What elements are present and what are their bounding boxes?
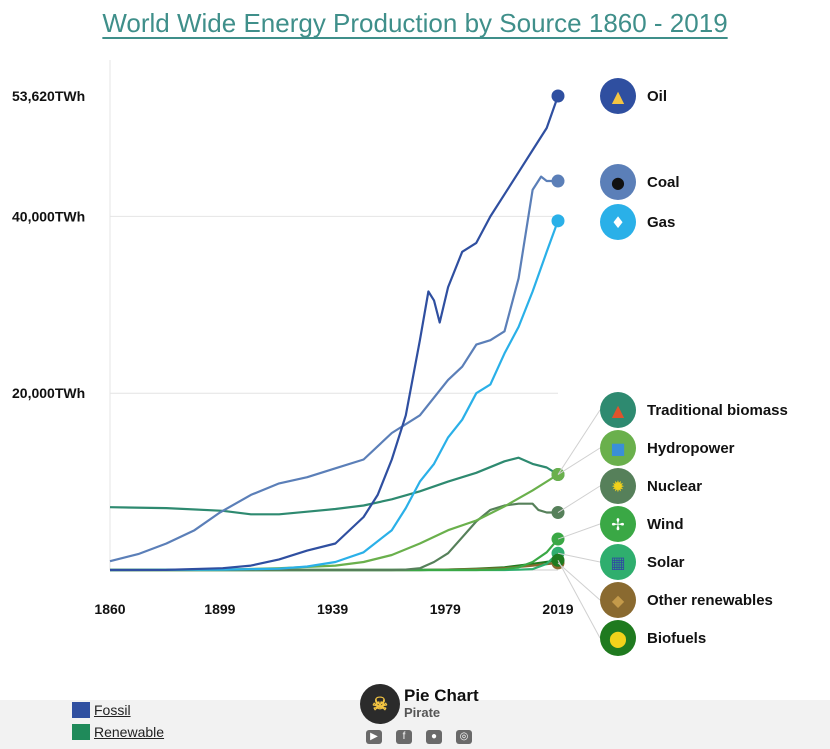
legend-fossil: Fossil	[72, 702, 131, 718]
series-line-traditional-biomass	[109, 456, 559, 516]
coal-icon-glyph: ●	[611, 173, 625, 192]
other-renewables-icon	[600, 582, 636, 618]
legend-fossil-label: Fossil	[94, 702, 131, 718]
label-leader-line	[557, 447, 601, 475]
solar-panel-icon-glyph: ▦	[610, 553, 625, 572]
instagram-icon[interactable]: ◎	[456, 730, 472, 744]
series-label: Hydropower	[647, 440, 735, 457]
gas-flame-icon-glyph: ♦	[611, 213, 625, 232]
radiation-icon-glyph: ✹	[611, 477, 624, 496]
wind-turbine-icon-glyph: ✢	[611, 515, 624, 534]
legend-renewable: Renewable	[72, 724, 164, 740]
label-leader-line	[557, 552, 601, 563]
campfire-icon	[600, 392, 636, 428]
wind-turbine-icon	[600, 506, 636, 542]
gas-flame-icon	[600, 204, 636, 240]
legend-fossil-swatch	[72, 702, 90, 718]
series-label: Traditional biomass	[647, 402, 788, 419]
label-leader-line	[557, 560, 601, 639]
biofuel-icon	[600, 620, 636, 656]
solar-panel-icon	[600, 544, 636, 580]
label-leader-line	[557, 485, 601, 513]
series-line-wind	[110, 538, 559, 572]
x-tick-label: 1979	[430, 601, 461, 617]
chart-title: World Wide Energy Production by Source 1…	[102, 8, 728, 38]
x-tick-label: 1899	[204, 601, 235, 617]
series-label: Biofuels	[647, 630, 706, 647]
series-label: Wind	[647, 516, 684, 533]
series-line-oil	[109, 95, 560, 572]
reddit-icon[interactable]: ●	[426, 730, 442, 744]
line-chart: 53,620TWh 40,000TWh 20,000TWh 1860 1899 1939 1…	[12, 60, 788, 656]
radiation-icon	[600, 468, 636, 504]
pirate-logo-icon: ☠	[360, 684, 400, 724]
end-point-gas	[551, 214, 565, 228]
label-leader-line	[557, 523, 601, 540]
legend-renewable-label: Renewable	[94, 724, 165, 740]
social-links: ▶ f ● ◎	[366, 730, 472, 744]
series-line-hydropower	[109, 473, 559, 572]
oil-barrel-icon	[600, 78, 636, 114]
y-tick-label: 20,000TWh	[12, 385, 85, 401]
oil-barrel-icon-glyph: ▲	[612, 87, 625, 106]
dam-icon-glyph: ■	[610, 439, 625, 458]
brand-name-line2: Pirate	[404, 705, 441, 720]
series-label: Solar	[647, 554, 685, 571]
series-label: Gas	[647, 214, 675, 231]
facebook-icon[interactable]: f	[396, 730, 412, 744]
series-label: Nuclear	[647, 478, 702, 495]
other-renewables-icon-glyph: ◆	[612, 591, 625, 610]
label-leader-line	[557, 409, 601, 475]
y-tick-label: 53,620TWh	[12, 88, 85, 104]
x-tick-label: 2019	[542, 601, 573, 617]
dam-icon	[600, 430, 636, 466]
x-tick-label: 1860	[94, 601, 125, 617]
brand[interactable]: ☠ Pie Chart Pirate	[360, 684, 479, 724]
series-line-gas	[109, 220, 560, 572]
footer-band	[0, 700, 830, 749]
legend-renewable-swatch	[72, 724, 90, 740]
brand-name-line1: Pie Chart	[404, 686, 479, 705]
coal-icon	[600, 164, 636, 200]
x-tick-label: 1939	[317, 601, 348, 617]
biofuel-icon-glyph: ⬤	[609, 629, 627, 648]
end-point-oil	[551, 89, 565, 103]
series-label: Oil	[647, 88, 667, 105]
series-line-coal	[109, 175, 558, 563]
campfire-icon-glyph: ▲	[612, 401, 625, 420]
series-label: Other renewables	[647, 592, 773, 609]
series-label: Coal	[647, 174, 680, 191]
end-point-coal	[551, 174, 565, 188]
youtube-icon[interactable]: ▶	[366, 730, 382, 744]
label-leader-line	[557, 562, 601, 601]
y-tick-label: 40,000TWh	[12, 208, 85, 224]
